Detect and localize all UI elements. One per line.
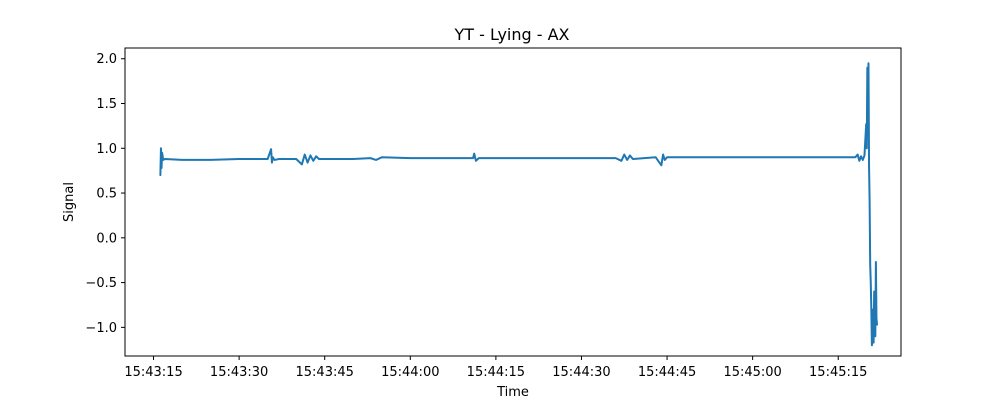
y-axis-label: Signal — [62, 182, 77, 222]
x-tick-label: 15:45:15 — [809, 365, 867, 380]
x-tick-label: 15:45:00 — [723, 365, 781, 380]
y-tick-label: 1.0 — [96, 142, 117, 157]
x-tick-label: 15:44:15 — [467, 365, 525, 380]
y-tick-label: −1.0 — [85, 321, 117, 336]
x-tick-label: 15:43:15 — [124, 365, 182, 380]
y-axis: 2.0 1.5 1.0 0.5 0.0 −0.5 −1.0 — [85, 52, 125, 336]
y-tick-label: 1.5 — [96, 97, 117, 112]
x-tick-label: 15:43:30 — [210, 365, 268, 380]
x-tick-label: 15:44:30 — [552, 365, 610, 380]
x-tick-label: 15:44:00 — [381, 365, 439, 380]
x-axis: 15:43:15 15:43:30 15:43:45 15:44:00 15:44:15… — [124, 356, 867, 380]
chart-title: YT - Lying - AX — [454, 25, 570, 44]
plot-frame — [124, 47, 902, 357]
x-tick-label: 15:44:45 — [638, 365, 696, 380]
plot-area — [124, 47, 902, 357]
y-tick-label: 2.0 — [96, 52, 117, 67]
y-tick-label: 0.5 — [96, 187, 117, 202]
x-axis-label: Time — [496, 385, 529, 400]
y-tick-label: 0.0 — [96, 231, 117, 246]
series-line — [159, 62, 879, 347]
x-tick-label: 15:43:45 — [296, 365, 354, 380]
series-group — [159, 62, 879, 347]
y-tick-label: −0.5 — [85, 276, 117, 291]
